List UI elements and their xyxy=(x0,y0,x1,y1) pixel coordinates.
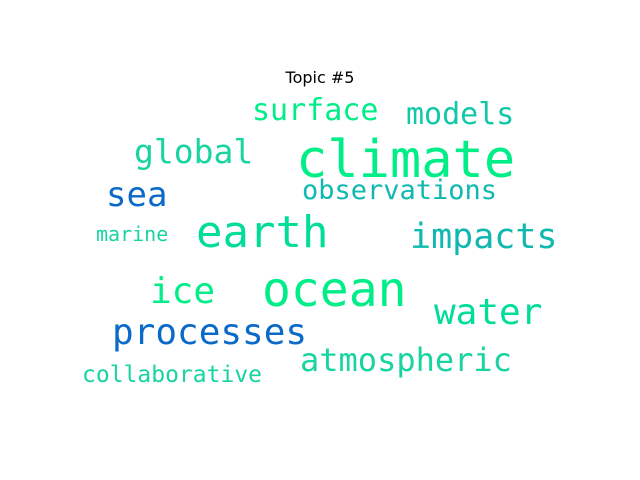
word-ocean: ocean xyxy=(262,262,407,318)
word-processes: processes xyxy=(112,312,308,353)
word-global: global xyxy=(134,132,254,171)
word-marine: marine xyxy=(96,222,169,246)
word-models: models xyxy=(406,97,515,132)
word-observations: observations xyxy=(302,175,498,206)
word-water: water xyxy=(434,292,543,333)
word-earth: earth xyxy=(196,207,329,258)
word-collaborative: collaborative xyxy=(82,362,263,388)
word-climate: climate xyxy=(296,130,516,190)
figure-title: Topic #5 xyxy=(285,68,355,87)
word-ice: ice xyxy=(150,271,216,312)
word-surface: surface xyxy=(252,93,379,128)
word-atmospheric: atmospheric xyxy=(300,341,512,379)
word-sea: sea xyxy=(106,175,168,215)
word-impacts: impacts xyxy=(410,217,558,257)
